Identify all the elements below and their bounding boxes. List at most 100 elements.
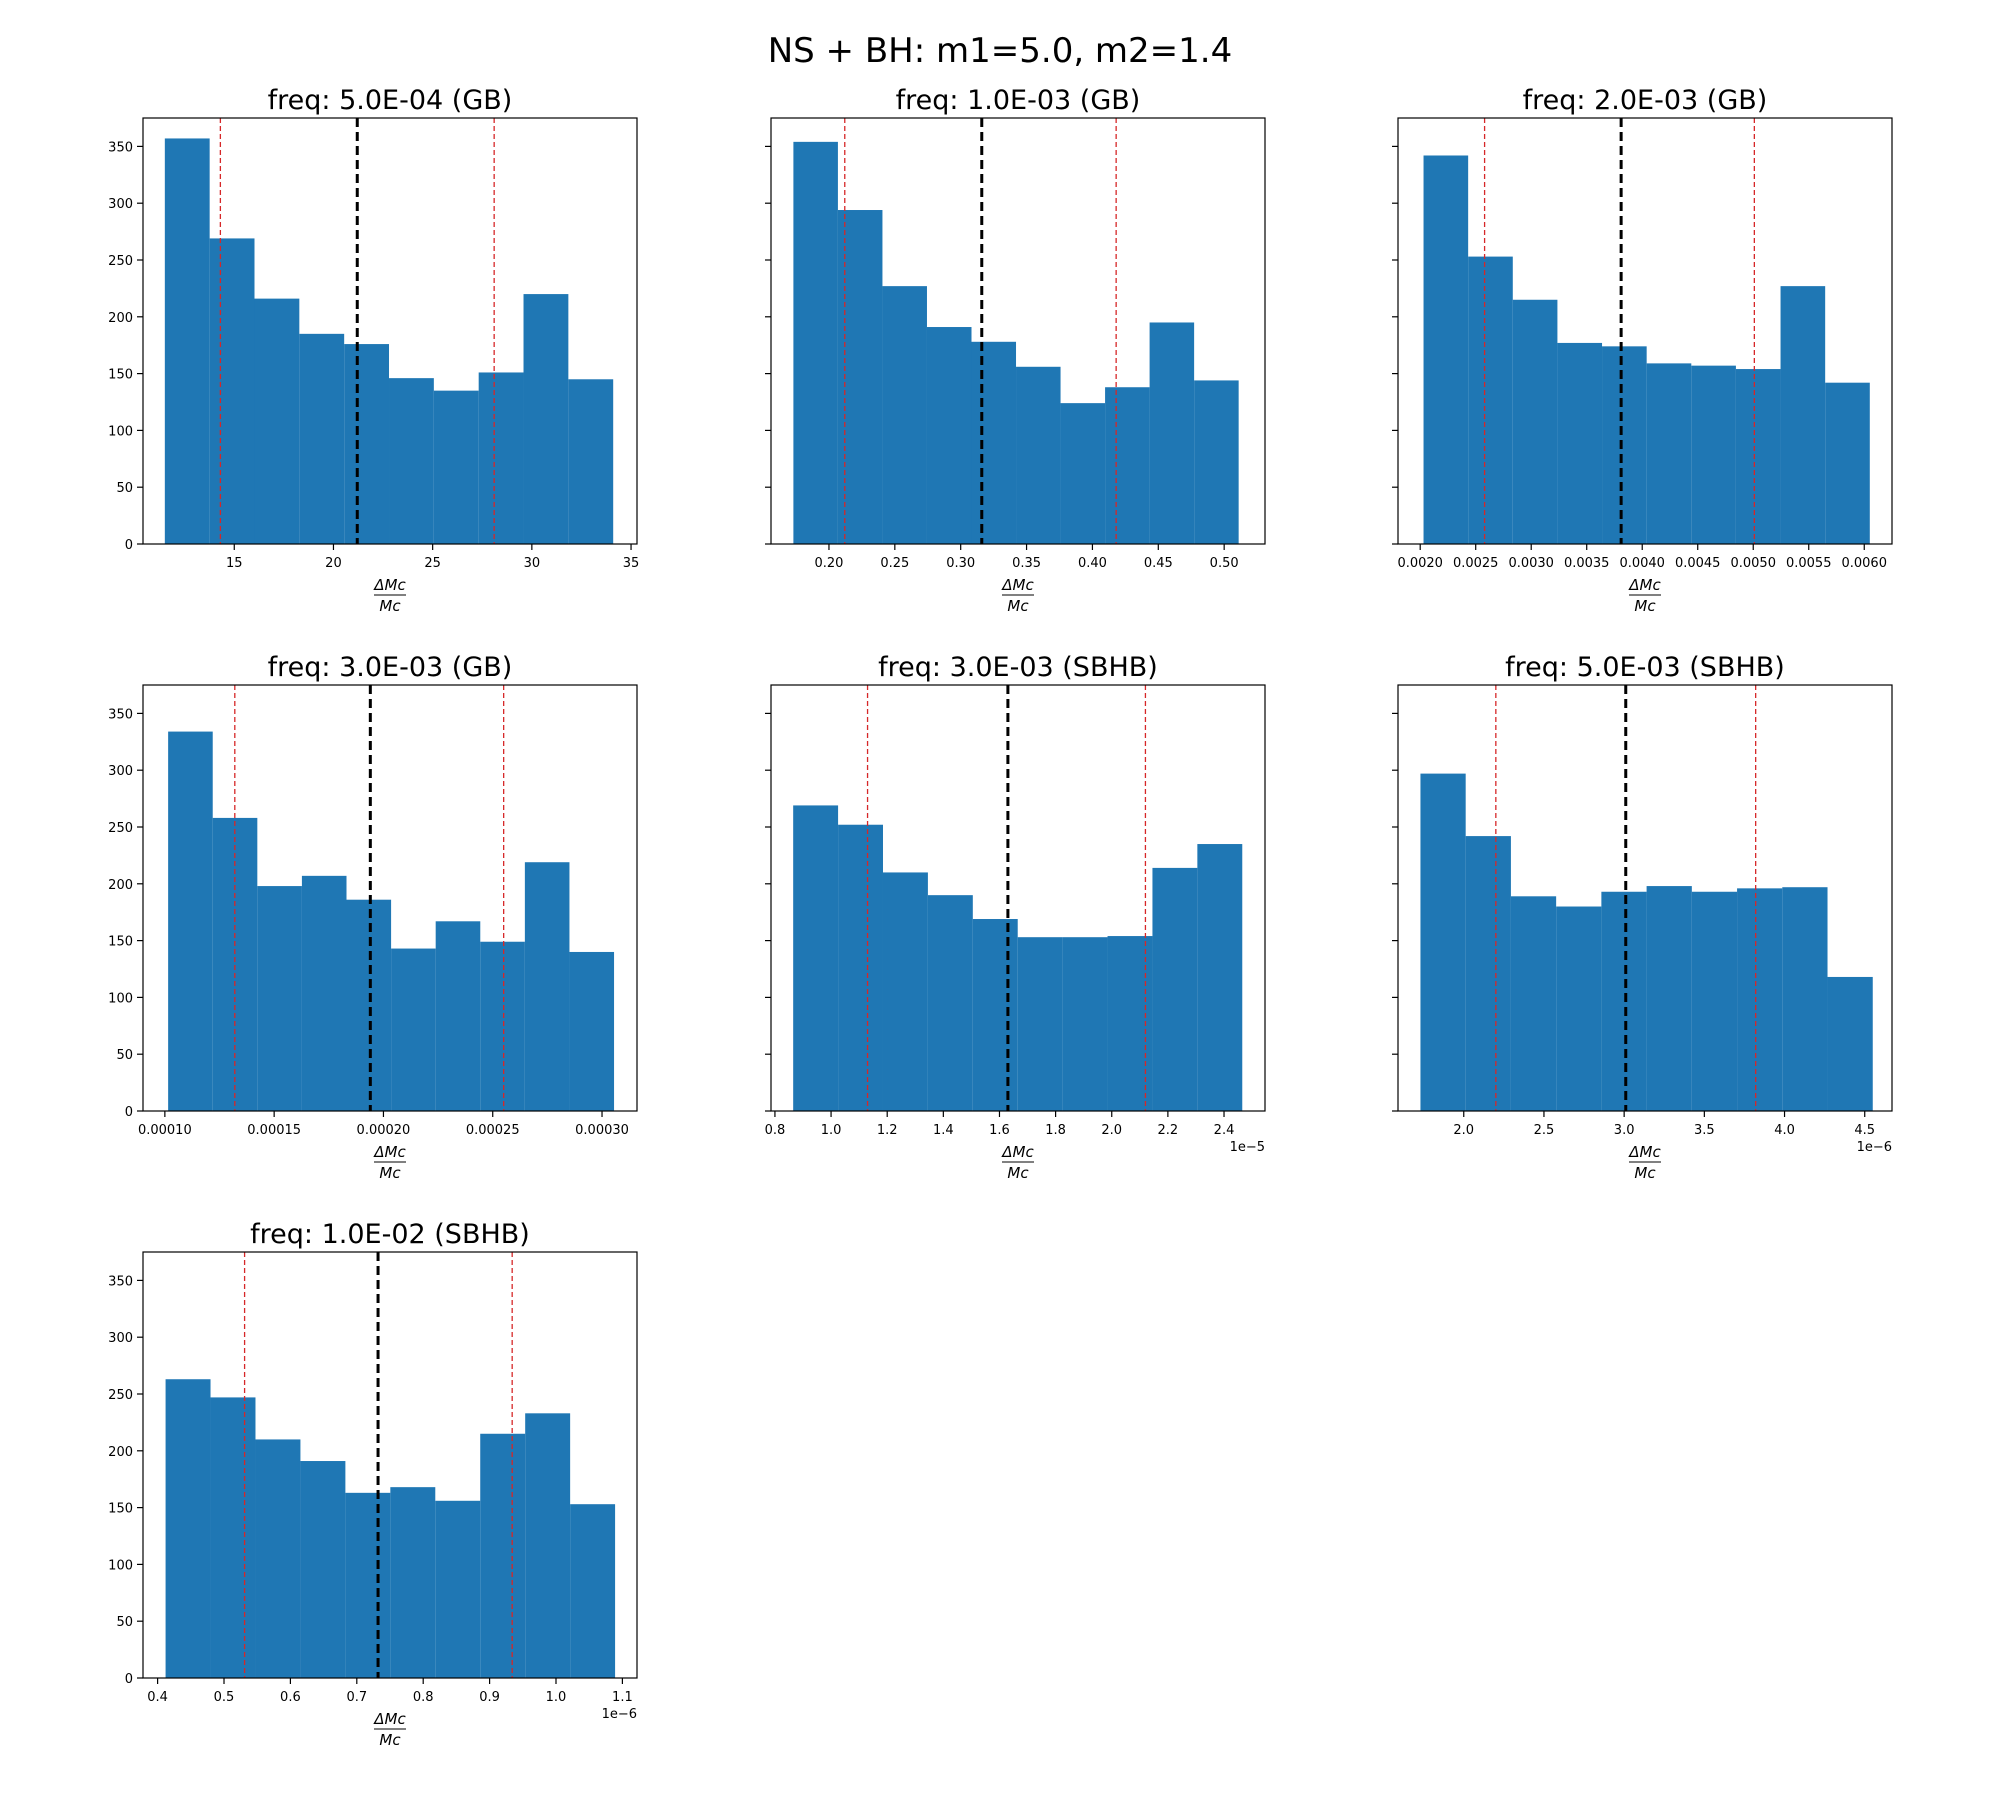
histogram-bar <box>1016 366 1061 544</box>
histogram-bar <box>1194 380 1239 544</box>
x-tick-label: 0.4 <box>147 1690 168 1705</box>
y-tick-label: 300 <box>108 764 133 779</box>
histogram-bar <box>793 805 839 1111</box>
x-axis-label-numerator: ΔMc <box>1001 1143 1034 1161</box>
x-tick-label: 25 <box>424 556 441 571</box>
histogram-bar <box>257 886 302 1111</box>
x-tick-label: 0.9 <box>479 1690 500 1705</box>
y-tick-label: 300 <box>108 197 133 212</box>
y-tick-label: 50 <box>116 481 133 496</box>
histogram-bar <box>1737 888 1783 1111</box>
histogram-bar <box>525 1413 571 1678</box>
x-tick-label: 4.5 <box>1854 1123 1875 1138</box>
x-tick-label: 0.0060 <box>1841 556 1887 571</box>
histogram-bar <box>1735 369 1781 544</box>
x-tick-label: 2.5 <box>1534 1123 1555 1138</box>
axes-frame <box>142 684 638 1112</box>
x-tick-label: 0.45 <box>1144 556 1173 571</box>
subplot-title: freq: 3.0E-03 (GB) <box>268 652 513 683</box>
x-tick-label: 2.0 <box>1453 1123 1474 1138</box>
x-axis-label-denominator: Mc <box>379 1164 401 1182</box>
x-axis-label-numerator: ΔMc <box>1628 576 1661 594</box>
subplot-title: freq: 3.0E-03 (SBHB) <box>878 652 1158 683</box>
y-tick-label: 250 <box>108 254 133 269</box>
histogram-bar <box>1062 937 1108 1111</box>
histogram-bar <box>1556 906 1602 1111</box>
histogram-bar <box>972 919 1018 1111</box>
histogram-bar <box>1060 403 1106 544</box>
histogram-bar <box>209 238 255 544</box>
axes-frame <box>1397 684 1893 1112</box>
x-tick-label: 0.50 <box>1210 556 1239 571</box>
x-axis-label-denominator: Mc <box>1634 1164 1656 1182</box>
histogram-bar <box>254 298 300 544</box>
x-tick-label: 0.0055 <box>1786 556 1832 571</box>
y-tick-label: 350 <box>108 707 133 722</box>
y-tick-label: 200 <box>108 1445 133 1460</box>
x-tick-label: 1.6 <box>989 1123 1010 1138</box>
histogram-bar <box>1017 937 1063 1111</box>
histogram-bar <box>1420 773 1466 1111</box>
y-tick-label: 150 <box>108 1502 133 1517</box>
histogram-bar <box>165 1379 211 1678</box>
histogram-bar <box>433 390 479 544</box>
x-tick-label: 0.30 <box>946 556 975 571</box>
y-tick-label: 0 <box>125 1672 133 1687</box>
x-tick-label: 0.20 <box>814 556 843 571</box>
x-tick-label: 20 <box>325 556 342 571</box>
y-tick-label: 250 <box>108 821 133 836</box>
histogram-bar <box>1825 382 1870 544</box>
x-tick-label: 0.5 <box>214 1690 235 1705</box>
y-tick-label: 100 <box>108 1558 133 1573</box>
x-tick-label: 0.0020 <box>1397 556 1443 571</box>
x-axis-label-numerator: ΔMc <box>373 576 406 594</box>
x-axis-offset-label: 1e−6 <box>1857 1140 1892 1155</box>
histogram-bar <box>435 1500 481 1678</box>
x-tick-label: 0.35 <box>1012 556 1041 571</box>
histogram-bar <box>435 921 481 1111</box>
x-axis-label-numerator: ΔMc <box>1001 576 1034 594</box>
histogram-bar <box>300 1461 346 1678</box>
y-tick-label: 150 <box>108 368 133 383</box>
x-axis-label-denominator: Mc <box>379 597 401 615</box>
histogram-bar <box>838 824 883 1111</box>
y-tick-label: 0 <box>125 538 133 553</box>
histogram-bar <box>569 951 615 1111</box>
histogram-bar <box>168 731 213 1111</box>
y-tick-label: 200 <box>108 878 133 893</box>
x-tick-label: 0.00030 <box>575 1123 629 1138</box>
histogram-bar <box>390 1487 436 1678</box>
x-tick-label: 0.25 <box>880 556 909 571</box>
histogram-bar <box>480 941 525 1111</box>
histogram-bar <box>570 1504 616 1678</box>
x-axis-offset-label: 1e−6 <box>602 1707 637 1722</box>
axes-frame <box>142 1251 638 1679</box>
histogram-bar <box>1602 346 1647 544</box>
histogram-bar <box>1149 322 1195 544</box>
x-tick-label: 3.5 <box>1694 1123 1715 1138</box>
histogram-bar <box>524 862 570 1111</box>
x-tick-label: 15 <box>226 556 243 571</box>
x-tick-label: 1.0 <box>821 1123 842 1138</box>
figure-suptitle: NS + BH: m1=5.0, m2=1.4 <box>768 31 1233 71</box>
x-tick-label: 0.00025 <box>466 1123 520 1138</box>
axes-frame <box>1397 117 1893 545</box>
x-tick-label: 0.00015 <box>247 1123 301 1138</box>
histogram-panel: 0.4 0.5 0.6 0.7 0.8 0.9 1.0 1.1 0 50 100 150 200 250 3… <box>108 1219 638 1749</box>
x-tick-label: 3.0 <box>1614 1123 1635 1138</box>
x-tick-label: 0.00020 <box>357 1123 411 1138</box>
x-tick-label: 0.0025 <box>1453 556 1499 571</box>
histogram-bar <box>1510 896 1557 1111</box>
histogram-bar <box>255 1439 301 1678</box>
y-tick-label: 200 <box>108 311 133 326</box>
histogram-bar <box>1646 363 1692 544</box>
histogram-bar <box>523 294 569 544</box>
histogram-bar <box>301 875 347 1111</box>
histogram-bar <box>1152 867 1198 1111</box>
x-tick-label: 0.0035 <box>1564 556 1610 571</box>
histogram-panel: 0.8 1.0 1.2 1.4 1.6 1.8 2.0 2.2 2.4 freq: 3.0E-03… <box>765 652 1266 1182</box>
x-axis-label-denominator: Mc <box>1634 597 1656 615</box>
y-tick-label: 100 <box>108 991 133 1006</box>
